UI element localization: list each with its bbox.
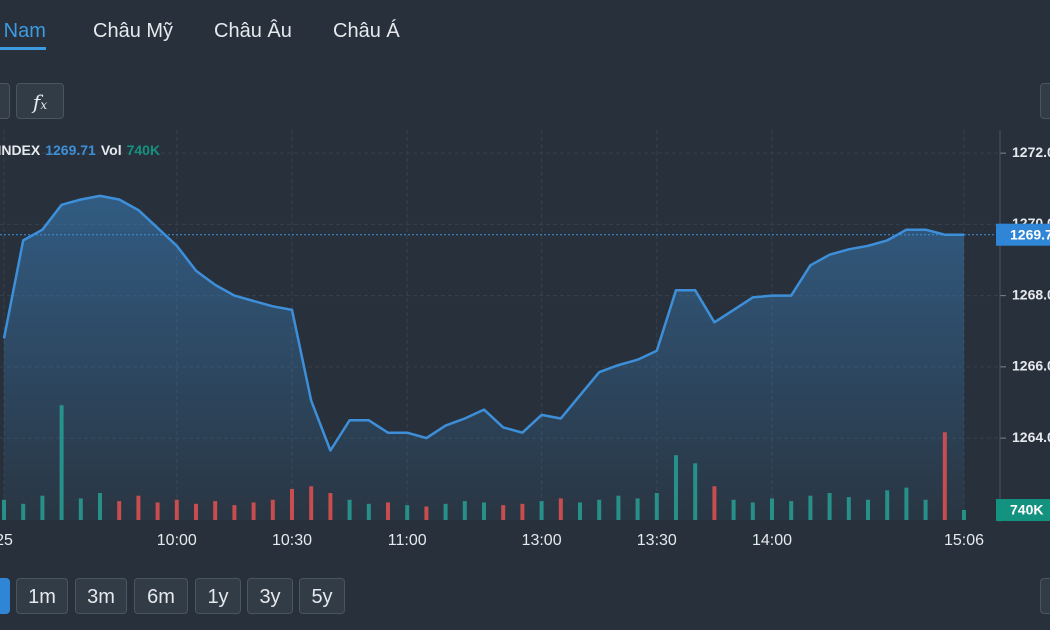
legend: VNINDEX1269.71 Vol 740K bbox=[0, 142, 160, 158]
volume-bar bbox=[885, 490, 890, 520]
price-area bbox=[4, 195, 964, 520]
volume-bar bbox=[309, 486, 314, 520]
volume-bar bbox=[942, 432, 947, 520]
range-button[interactable]: 3y bbox=[247, 578, 293, 614]
tab[interactable]: Châu Á bbox=[333, 20, 400, 42]
volume-bar bbox=[846, 497, 851, 520]
y-tick-label: 1264.00 bbox=[1012, 429, 1050, 445]
volume-bar bbox=[558, 498, 563, 520]
volume-bar bbox=[155, 502, 160, 520]
volume-bar bbox=[424, 506, 429, 520]
x-tick-label: 13:30 bbox=[637, 532, 677, 549]
volume-bar bbox=[366, 503, 371, 520]
x-tick-label: 25 bbox=[0, 532, 13, 549]
volume-bar bbox=[270, 499, 275, 520]
volume-bar bbox=[501, 505, 506, 520]
toolbar-button[interactable] bbox=[1040, 83, 1050, 119]
x-tick-label: 10:30 bbox=[272, 532, 312, 549]
last-price-box bbox=[996, 223, 1050, 246]
legend-price: 1269.71 bbox=[45, 142, 96, 158]
volume-bar bbox=[462, 501, 467, 520]
volume-bar bbox=[290, 488, 294, 520]
volume-bar bbox=[194, 503, 198, 520]
y-tick-label: 1268.00 bbox=[1012, 286, 1050, 302]
tab[interactable]: Châu Âu bbox=[214, 20, 292, 42]
volume-bar bbox=[59, 405, 64, 520]
volume-bar bbox=[482, 502, 486, 520]
range-button-active[interactable] bbox=[0, 578, 10, 614]
legend-vol-name: Vol bbox=[101, 142, 122, 158]
range-button[interactable]: 5y bbox=[299, 578, 345, 614]
volume-bar bbox=[674, 455, 678, 520]
x-tick-label: 11:00 bbox=[388, 532, 427, 549]
volume-bar bbox=[232, 505, 237, 520]
volume-bar bbox=[405, 505, 410, 520]
x-tick-label: 10:00 bbox=[157, 532, 197, 549]
volume-bar bbox=[770, 498, 774, 520]
range-button[interactable]: 6m bbox=[134, 578, 188, 614]
volume-bar bbox=[347, 499, 352, 520]
volume-bar bbox=[693, 463, 698, 520]
tab[interactable]: Việt Nam bbox=[0, 20, 46, 50]
volume-bar bbox=[597, 499, 602, 520]
toolbar-button[interactable] bbox=[1040, 578, 1050, 614]
volume-bar bbox=[635, 498, 640, 520]
range-button[interactable]: 1y bbox=[195, 578, 241, 614]
range-button[interactable]: 1m bbox=[16, 578, 68, 614]
volume-bar bbox=[962, 510, 966, 520]
volume-bar bbox=[251, 502, 256, 520]
volume-bar bbox=[731, 499, 736, 520]
legend-symbol: VNINDEX bbox=[0, 142, 41, 158]
volume-bar bbox=[21, 503, 26, 520]
volume-bar bbox=[328, 493, 333, 520]
x-tick-label: 13:00 bbox=[522, 532, 562, 549]
volume-bar bbox=[578, 502, 582, 520]
volume-bar bbox=[78, 498, 83, 520]
volume-bar bbox=[866, 499, 870, 520]
last-price-label: 1269.71 bbox=[1010, 226, 1050, 242]
toolbar-button[interactable] bbox=[0, 83, 10, 119]
tab[interactable]: Châu Mỹ bbox=[93, 20, 174, 42]
volume-bar bbox=[539, 501, 544, 520]
volume-bar bbox=[827, 493, 832, 520]
volume-bar bbox=[136, 495, 141, 520]
volume-bar bbox=[98, 493, 102, 520]
volume-bar bbox=[750, 502, 755, 520]
volume-bar bbox=[174, 499, 179, 520]
volume-bar bbox=[520, 503, 525, 520]
volume-bar bbox=[789, 501, 794, 520]
volume-bar bbox=[386, 502, 390, 520]
volume-bar bbox=[904, 487, 909, 520]
x-tick-label: 15:06 bbox=[944, 532, 984, 549]
x-tick-label: 14:00 bbox=[752, 532, 792, 549]
volume-bar bbox=[654, 493, 659, 520]
volume-bar bbox=[40, 495, 45, 520]
volume-bar bbox=[213, 501, 218, 520]
y-tick-label: 1266.00 bbox=[1012, 358, 1050, 374]
legend-vol: 740K bbox=[127, 142, 160, 158]
volume-value-label: 740K bbox=[1010, 502, 1043, 518]
volume-bar bbox=[808, 495, 813, 520]
range-button[interactable]: 3m bbox=[75, 578, 127, 614]
y-tick-label: 1272.00 bbox=[1012, 144, 1050, 160]
indicator-button[interactable]: fx bbox=[16, 83, 64, 119]
volume-bar bbox=[443, 503, 448, 520]
volume-bar bbox=[117, 501, 122, 520]
volume-bar bbox=[712, 486, 717, 520]
price-line bbox=[2, 194, 964, 452]
volume-bar bbox=[923, 499, 928, 520]
volume-box bbox=[996, 499, 1050, 522]
volume-bar bbox=[616, 495, 621, 520]
volume-bar bbox=[2, 499, 6, 520]
